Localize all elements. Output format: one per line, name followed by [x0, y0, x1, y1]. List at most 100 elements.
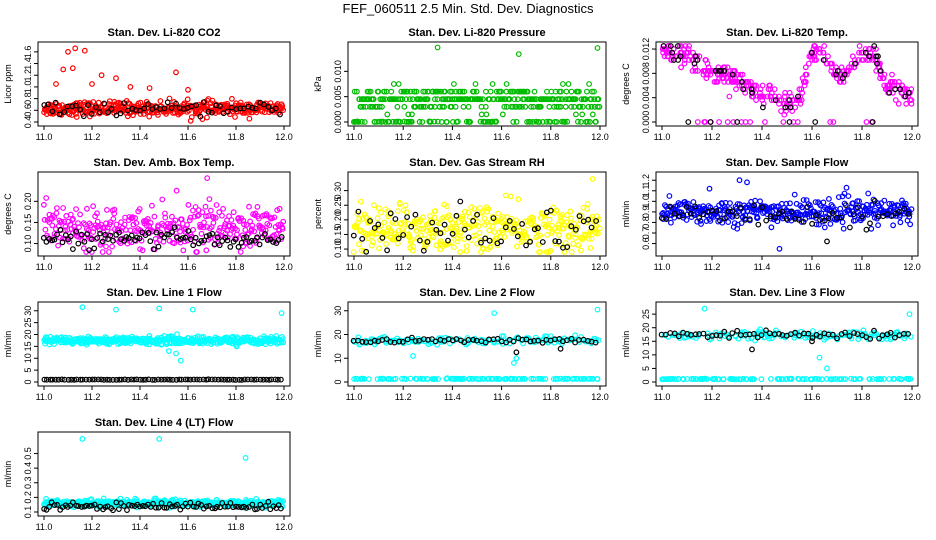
- data-point: [555, 376, 561, 382]
- x-tick-label: 12.0: [591, 392, 609, 402]
- reference-point: [169, 503, 175, 510]
- reference-point: [152, 504, 159, 511]
- reference-point: [535, 337, 541, 344]
- data-point: [852, 217, 859, 224]
- data-point: [584, 201, 591, 207]
- reference-point: [842, 329, 848, 336]
- data-point: [501, 103, 508, 110]
- reference-point: [834, 67, 841, 74]
- data-point: [73, 114, 80, 120]
- y-tick-label: 0.20: [23, 193, 33, 211]
- x-tick-label: 11.8: [228, 262, 245, 272]
- reference-point: [214, 234, 221, 241]
- x-tick-label: 11.0: [346, 392, 363, 402]
- data-point: [566, 234, 572, 240]
- chart-title: Stan. Dev. Line 3 Flow: [729, 287, 845, 299]
- reference-point: [262, 503, 269, 509]
- reference-point: [241, 376, 248, 383]
- plot-frame: [37, 431, 291, 517]
- reference-point: [251, 376, 258, 383]
- data-point: [712, 375, 719, 382]
- reference-point: [86, 503, 93, 509]
- data-point: [58, 218, 65, 225]
- y-tick-label: 20: [641, 323, 651, 333]
- data-point: [801, 82, 808, 89]
- reference-point: [392, 216, 399, 222]
- data-point: [435, 376, 442, 382]
- y-tick-label: 0.5: [23, 447, 33, 460]
- reference-point: [809, 338, 815, 345]
- data-point: [190, 226, 197, 233]
- data-point: [724, 119, 731, 125]
- data-point: [524, 88, 531, 95]
- data-point: [593, 230, 599, 237]
- reference-point: [142, 376, 149, 383]
- data-point: [703, 71, 710, 78]
- reference-point: [88, 236, 95, 243]
- y-tick-label: 0.8: [23, 92, 33, 105]
- data-point: [515, 51, 522, 57]
- x-tick-label: 11.6: [180, 262, 197, 272]
- reference-point: [359, 235, 366, 242]
- data-point: [489, 223, 496, 230]
- data-point: [589, 175, 596, 182]
- reference-point: [125, 376, 132, 383]
- data-point: [467, 375, 473, 382]
- data-point: [151, 213, 158, 220]
- data-point: [837, 205, 844, 212]
- reference-point: [150, 500, 157, 507]
- data-point: [203, 213, 209, 220]
- reference-point: [192, 234, 199, 241]
- reference-point: [763, 217, 770, 224]
- data-point: [365, 376, 372, 383]
- data-point: [786, 89, 793, 96]
- data-point: [906, 311, 913, 318]
- y-tick-label: 0.2: [23, 491, 33, 504]
- data-point: [442, 88, 448, 95]
- data-point: [62, 235, 69, 242]
- reference-point: [218, 376, 225, 383]
- reference-point: [254, 234, 261, 241]
- data-point: [588, 103, 595, 110]
- reference-point: [671, 330, 678, 337]
- data-point: [845, 67, 852, 74]
- chart-title: Stan. Dev. Gas Stream RH: [409, 157, 545, 169]
- reference-point: [748, 86, 755, 93]
- data-point: [865, 190, 872, 197]
- data-point: [242, 227, 249, 233]
- data-point: [427, 118, 434, 125]
- data-point: [581, 376, 588, 382]
- reference-point: [470, 217, 477, 224]
- reference-point: [675, 333, 682, 340]
- y-tick-label: 0: [23, 379, 33, 384]
- x-tick-label: 11.8: [854, 262, 871, 272]
- reference-point: [527, 238, 533, 245]
- data-point: [361, 119, 368, 125]
- data-point: [483, 219, 490, 226]
- data-point: [419, 119, 426, 125]
- data-point: [737, 376, 744, 383]
- data-point: [440, 229, 447, 236]
- data-point: [148, 202, 155, 209]
- reference-point: [809, 220, 815, 227]
- data-point: [828, 67, 835, 74]
- reference-point: [776, 331, 782, 337]
- data-point: [479, 96, 486, 103]
- data-point: [201, 219, 207, 226]
- data-point: [907, 376, 914, 382]
- reference-point: [465, 234, 472, 241]
- data-point: [79, 436, 86, 442]
- data-point: [194, 212, 201, 219]
- reference-point: [166, 376, 173, 383]
- reference-point: [829, 331, 836, 338]
- data-point: [760, 100, 767, 107]
- data-point: [559, 96, 566, 103]
- data-point: [441, 201, 448, 208]
- data-point: [731, 376, 737, 383]
- data-point: [463, 118, 470, 125]
- reference-point: [120, 503, 127, 509]
- y-tick-label: 0.20: [333, 211, 343, 229]
- data-point: [516, 103, 523, 110]
- data-point: [805, 60, 812, 67]
- data-point: [553, 208, 560, 214]
